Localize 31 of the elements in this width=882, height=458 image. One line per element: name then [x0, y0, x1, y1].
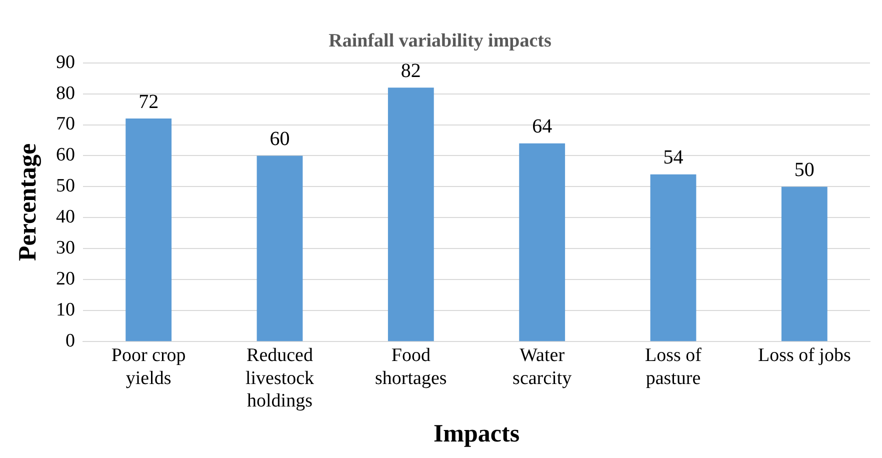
- chart-title: Rainfall variability impacts: [328, 30, 552, 52]
- data-label: 50: [794, 158, 814, 181]
- x-tick-label: Loss of pasture: [645, 344, 702, 389]
- x-tick-label: Poor crop yields: [111, 344, 186, 389]
- data-label: 72: [138, 90, 159, 113]
- data-label: 60: [270, 128, 290, 150]
- y-axis-title: Percentage: [14, 143, 42, 261]
- x-tick-label: Reduced livestock holdings: [245, 344, 315, 412]
- x-tick-label: Loss of jobs: [758, 344, 851, 366]
- y-tick-label: 80: [56, 82, 75, 104]
- y-tick-label: 60: [56, 144, 75, 166]
- bar: [650, 174, 696, 342]
- bar: [519, 143, 566, 342]
- y-tick-label: 90: [56, 52, 75, 73]
- y-tick-label: 20: [56, 268, 75, 290]
- y-tick-label: 40: [56, 206, 75, 228]
- data-label: 54: [663, 146, 684, 169]
- x-tick-label: Water scarcity: [512, 344, 572, 389]
- y-tick-label: 10: [56, 300, 75, 321]
- data-label: 82: [400, 60, 421, 82]
- x-axis-title: Impacts: [433, 420, 520, 448]
- x-tick-label: Food shortages: [375, 344, 447, 389]
- bar: [126, 118, 172, 342]
- y-tick-label: 70: [56, 114, 75, 135]
- bar: [256, 156, 303, 342]
- bar: [781, 186, 828, 342]
- bar: [388, 88, 434, 342]
- y-tick-label: 0: [66, 330, 75, 352]
- data-label: 64: [532, 116, 552, 138]
- y-tick-label: 50: [56, 176, 75, 197]
- y-tick-label: 30: [56, 238, 75, 259]
